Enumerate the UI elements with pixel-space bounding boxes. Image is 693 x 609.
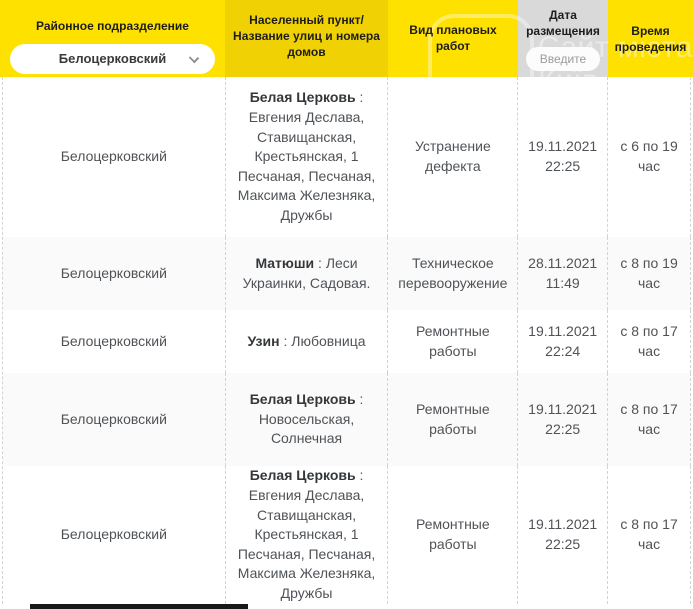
hours-value: с 8 по 17 час — [620, 516, 678, 552]
district-value: Белоцерковский — [60, 264, 167, 281]
header-column-location: Населенный пункт/ Название улиц и номера… — [225, 0, 388, 77]
date-value: 28.11.2021 — [528, 254, 598, 271]
cell-work-type: Ремонтные работы — [388, 466, 519, 604]
date-filter-button[interactable]: Введите — [525, 46, 601, 71]
date-value: 19.11.2021 — [528, 400, 598, 417]
location-value: Узин : Любовница — [247, 332, 366, 349]
cell-work-type: Ремонтные работы — [388, 310, 519, 373]
table-header: Районное подразделение Белоцерковский На… — [0, 0, 693, 77]
location-value: Белая Церковь : Евгения Деслава, Ставища… — [237, 89, 376, 223]
work-type-value: Ремонтные работы — [416, 400, 490, 437]
table-row: Белоцерковский Белая Церковь : Евгения Д… — [3, 466, 691, 604]
header-column-time: Время проведения — [608, 0, 693, 77]
cell-hours: с 8 по 17 час — [608, 466, 691, 604]
header-column-date: Дата размещения Введите — [518, 0, 608, 77]
cell-hours: с 6 по 19 час — [608, 77, 691, 237]
district-column-label: Районное подразделение — [36, 19, 189, 33]
work-type-value: Устранение дефекта — [414, 138, 491, 174]
cell-work-type: Ремонтные работы — [388, 373, 519, 466]
cell-district: Белоцерковский — [3, 373, 226, 466]
district-value: Белоцерковский — [60, 526, 167, 543]
hours-value: с 8 по 17 час — [620, 400, 678, 437]
table-body: Белоцерковский Белая Церковь : Евгения Д… — [2, 77, 691, 604]
work-type-value: Ремонтные работы — [416, 516, 490, 552]
cell-location: Белая Церковь : Евгения Деслава, Ставища… — [226, 77, 389, 237]
cell-district: Белоцерковский — [3, 237, 226, 310]
cell-work-type: Устранение дефекта — [388, 77, 519, 237]
header-column-work-type: Вид плановых работ — [388, 0, 518, 77]
cell-location: Белая Церковь : Новосельская, Солнечная — [226, 373, 389, 466]
location-value: Белая Церковь : Новосельская, Солнечная — [249, 391, 364, 447]
location-value: Белая Церковь : Евгения Деслава, Ставища… — [237, 467, 376, 601]
work-type-value: Техническое перевооружение — [398, 254, 508, 291]
district-value: Белоцерковский — [60, 332, 167, 349]
work-type-column-label: Вид плановых работ — [409, 22, 497, 53]
cell-hours: с 8 по 19 час — [608, 237, 691, 310]
time-column-label: Время проведения — [614, 24, 687, 54]
cell-location: Узин : Любовница — [226, 310, 389, 373]
work-type-value: Ремонтные работы — [416, 322, 490, 359]
cell-date: 19.11.2021 22:25 — [518, 466, 609, 604]
posted-time-value: 22:24 — [545, 342, 581, 359]
district-value: Белоцерковский — [60, 148, 167, 165]
cell-date: 19.11.2021 22:25 — [518, 373, 609, 466]
location-column-label: Населенный пункт/ Название улиц и номера… — [233, 13, 380, 59]
cell-district: Белоцерковский — [3, 310, 226, 373]
table-row: Белоцерковский Белая Церковь : Евгения Д… — [3, 77, 691, 237]
cell-location: Матюши : Леси Украинки, Садовая. — [226, 237, 389, 310]
hours-value: с 8 по 19 час — [620, 254, 678, 291]
hours-value: с 8 по 17 час — [620, 322, 678, 359]
date-value: 19.11.2021 — [528, 138, 598, 155]
chevron-down-icon — [188, 52, 200, 64]
cell-hours: с 8 по 17 час — [608, 373, 691, 466]
cell-work-type: Техническое перевооружение — [388, 237, 519, 310]
date-value: 19.11.2021 — [528, 322, 598, 339]
cell-date: 28.11.2021 11:49 — [518, 237, 609, 310]
district-select-value: Белоцерковский — [58, 51, 167, 67]
district-value: Белоцерковский — [60, 410, 167, 427]
cell-date: 19.11.2021 22:24 — [518, 310, 609, 373]
table-row: Белоцерковский Матюши : Леси Украинки, С… — [3, 237, 691, 310]
posted-time-value: 22:25 — [545, 158, 581, 174]
cell-date: 19.11.2021 22:25 — [518, 77, 609, 237]
cell-location: Белая Церковь : Евгения Деслава, Ставища… — [226, 466, 389, 604]
cutoff-dark-bar — [30, 604, 248, 609]
date-column-label: Дата размещения — [526, 8, 600, 38]
cell-district: Белоцерковский — [3, 466, 226, 604]
cell-district: Белоцерковский — [3, 77, 226, 237]
date-value: 19.11.2021 — [528, 516, 598, 533]
header-column-district: Районное подразделение Белоцерковский — [0, 0, 225, 77]
posted-time-value: 22:25 — [545, 536, 581, 552]
posted-time-value: 22:25 — [545, 420, 581, 437]
cell-hours: с 8 по 17 час — [608, 310, 691, 373]
district-select[interactable]: Белоцерковский — [10, 43, 215, 74]
table-row: Белоцерковский Узин : Любовница Ремонтны… — [3, 310, 691, 373]
posted-time-value: 11:49 — [545, 274, 580, 291]
table-row: Белоцерковский Белая Церковь : Новосельс… — [3, 373, 691, 466]
hours-value: с 6 по 19 час — [620, 138, 678, 174]
location-value: Матюши : Леси Украинки, Садовая. — [242, 254, 371, 291]
